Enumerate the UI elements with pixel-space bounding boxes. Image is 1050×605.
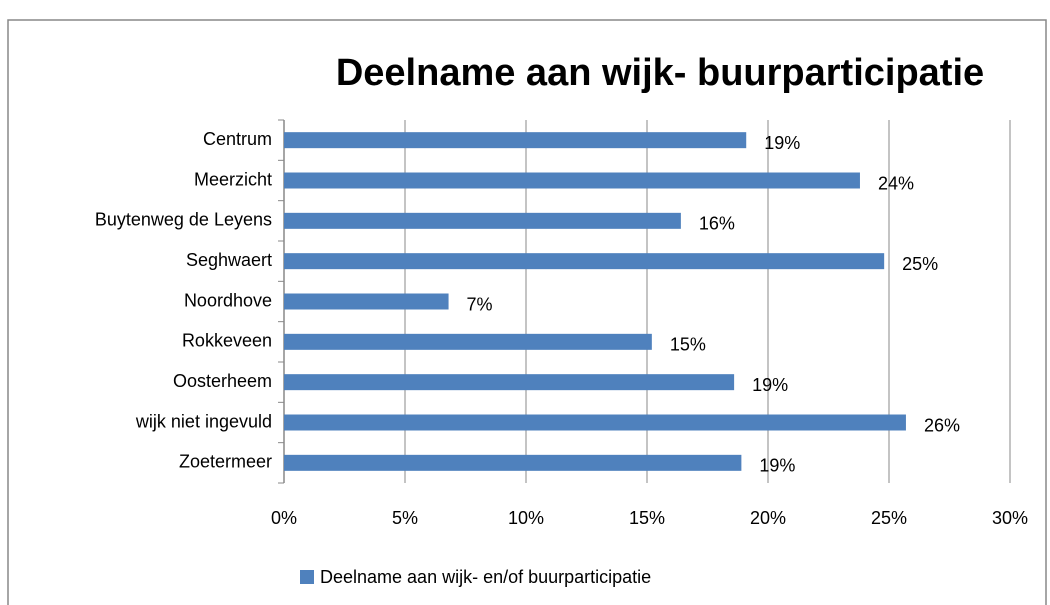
bar xyxy=(284,293,449,310)
bar xyxy=(284,374,735,391)
chart-frame xyxy=(7,19,1047,605)
y-tick-label: Buytenweg de Leyens xyxy=(95,210,272,230)
y-tick-label: Seghwaert xyxy=(186,250,272,270)
value-label: 15% xyxy=(670,335,706,355)
y-tick-label: Meerzicht xyxy=(194,169,272,189)
value-label: 25% xyxy=(902,254,938,274)
legend-label: Deelname aan wijk- en/of buurparticipati… xyxy=(320,567,651,587)
y-tick-label: Rokkeveen xyxy=(182,331,272,351)
bar xyxy=(284,333,652,350)
bar xyxy=(284,212,681,229)
x-tick-label: 25% xyxy=(871,508,907,528)
y-tick-label: Noordhove xyxy=(184,290,272,310)
chart-title: Deelname aan wijk- buurparticipatie xyxy=(336,52,984,94)
value-label: 7% xyxy=(467,294,493,314)
bar xyxy=(284,454,742,471)
value-label: 24% xyxy=(878,173,914,193)
value-label: 16% xyxy=(699,214,735,234)
y-tick-label: Oosterheem xyxy=(173,371,272,391)
y-tick-label: Zoetermeer xyxy=(179,452,272,472)
value-label: 19% xyxy=(759,456,795,476)
value-label: 26% xyxy=(924,415,960,435)
x-tick-label: 20% xyxy=(750,508,786,528)
bar xyxy=(284,172,860,189)
x-tick-label: 30% xyxy=(992,508,1028,528)
y-tick-label: wijk niet ingevuld xyxy=(135,411,272,431)
y-tick-label: Centrum xyxy=(203,129,272,149)
legend-swatch xyxy=(300,570,314,584)
bar xyxy=(284,414,906,431)
value-label: 19% xyxy=(752,375,788,395)
value-label: 19% xyxy=(764,133,800,153)
x-tick-label: 5% xyxy=(392,508,418,528)
x-tick-label: 15% xyxy=(629,508,665,528)
bar xyxy=(284,132,747,149)
x-tick-label: 0% xyxy=(271,508,297,528)
bar xyxy=(284,253,885,270)
x-tick-label: 10% xyxy=(508,508,544,528)
